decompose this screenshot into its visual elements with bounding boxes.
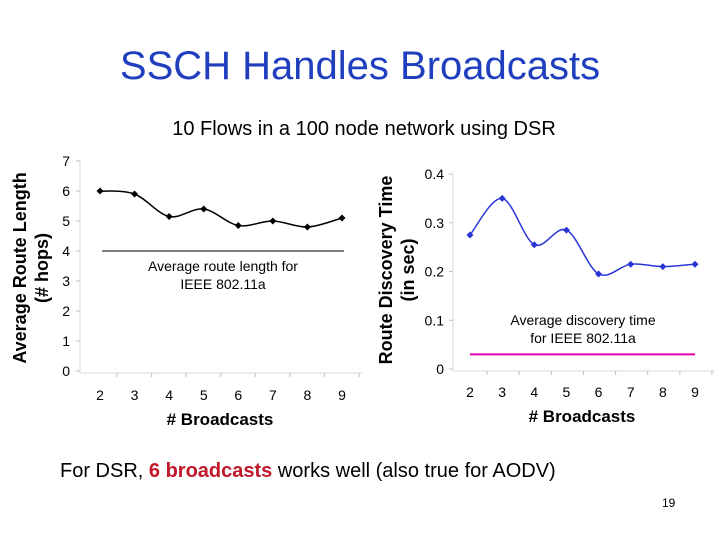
footnote: For DSR, 6 broadcasts works well (also t…	[60, 460, 556, 483]
left-ytick-label-3: 3	[62, 273, 70, 289]
left-xtick-label-2: 4	[165, 387, 173, 403]
right-series-line-0	[469, 197, 696, 276]
right-data-point-3	[562, 226, 570, 234]
left-ytick-label-1: 1	[62, 333, 70, 349]
right-data-point-4	[595, 270, 603, 278]
left-xtick-label-6: 8	[304, 387, 312, 403]
left-ytick-label-4: 4	[62, 243, 70, 259]
right-ytick-label-2: 0.2	[425, 264, 445, 280]
right-xtick-label-2: 4	[530, 384, 538, 400]
right-ytick-label-0: 0	[436, 361, 444, 377]
page-number: 19	[662, 496, 676, 510]
right-xtick-label-6: 8	[659, 384, 667, 400]
footnote-highlight: 6 broadcasts	[148, 460, 273, 482]
left-x-axis-label: # Broadcasts	[167, 410, 274, 429]
right-xtick-label-7: 9	[691, 384, 699, 400]
left-y-axis-label-line1: Average Route Length	[10, 172, 30, 363]
right-data-point-1	[498, 194, 506, 202]
left-y-axis-label-line2: (# hops)	[32, 233, 52, 303]
left-data-point-2	[165, 213, 173, 220]
slide-title: SSCH Handles Broadcasts	[119, 44, 601, 88]
right-data-point-2	[530, 241, 538, 249]
right-ytick-label-3: 0.3	[425, 215, 445, 231]
right-data-point-5	[627, 260, 635, 268]
left-xtick-label-5: 7	[269, 387, 277, 403]
left-data-point-1	[131, 190, 139, 198]
right-y-axis-label-line2: (in sec)	[398, 238, 418, 301]
left-reference-label-line1: Average route length for	[148, 258, 298, 274]
right-xtick-label-0: 2	[466, 384, 474, 400]
right-x-axis-label: # Broadcasts	[529, 407, 636, 426]
left-ytick-label-0: 0	[62, 363, 70, 379]
left-data-point-3	[200, 205, 208, 213]
footnote-prefix: For DSR,	[60, 460, 149, 482]
right-ytick-label-4: 0.4	[425, 166, 445, 182]
left-xtick-label-4: 6	[234, 387, 242, 403]
left-data-point-0	[96, 187, 104, 195]
left-ytick-label-7: 7	[62, 153, 70, 169]
right-y-axis-label-group: Route Discovery Time (in sec)	[376, 176, 418, 365]
right-data-point-6	[659, 263, 667, 271]
right-data-point-7	[691, 260, 699, 268]
left-ytick-label-6: 6	[62, 183, 70, 199]
left-data-point-7	[338, 214, 346, 222]
slide-subtitle: 10 Flows in a 100 node network using DSR	[0, 118, 720, 141]
right-data-point-0	[466, 231, 474, 239]
left-xtick-label-7: 9	[338, 387, 346, 403]
left-xtick-label-0: 2	[96, 387, 104, 403]
right-xtick-label-4: 6	[595, 384, 603, 400]
left-y-axis-label-group: Average Route Length (# hops)	[10, 172, 52, 363]
left-ytick-label-5: 5	[62, 213, 70, 229]
left-data-point-4	[234, 222, 242, 229]
right-reference-label-line1: Average discovery time	[510, 312, 655, 328]
subtitle-text: 10 Flows in a 100 node network using DSR	[172, 118, 556, 140]
right-y-axis-label-line1: Route Discovery Time	[376, 176, 396, 365]
right-reference-label-line2: for IEEE 802.11a	[530, 330, 636, 346]
right-xtick-label-5: 7	[627, 384, 635, 400]
left-xtick-label-1: 3	[131, 387, 139, 403]
left-xtick-label-3: 5	[200, 387, 208, 403]
left-ytick-label-2: 2	[62, 303, 70, 319]
footnote-suffix: works well (also true for AODV)	[272, 460, 556, 482]
right-xtick-label-1: 3	[498, 384, 506, 400]
left-reference-label-line2: IEEE 802.11a	[180, 276, 266, 292]
right-xtick-label-3: 5	[563, 384, 571, 400]
left-data-point-5	[269, 217, 277, 225]
right-ytick-label-1: 0.1	[425, 312, 445, 328]
left-data-point-6	[303, 223, 311, 231]
